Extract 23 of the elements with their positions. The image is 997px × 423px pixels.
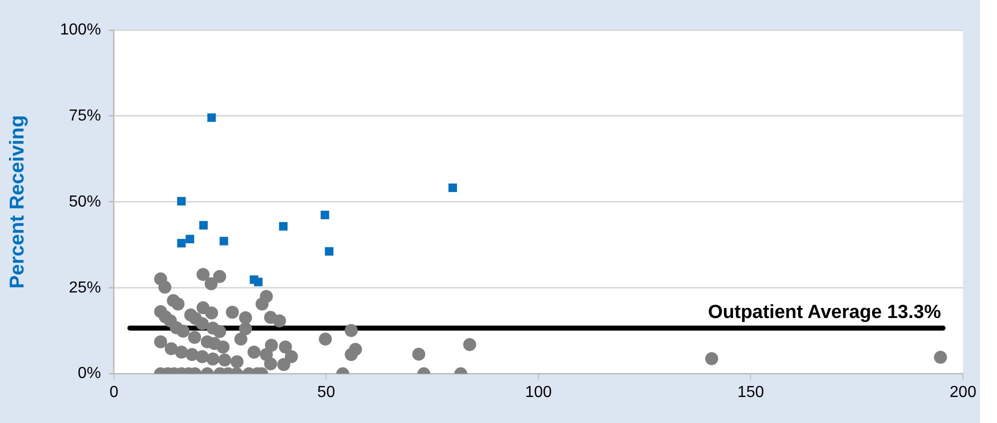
point	[207, 113, 216, 122]
y-tick-label: 25%	[68, 279, 101, 296]
y-tick-label: 75%	[68, 107, 101, 124]
x-tick-label: 0	[109, 384, 118, 401]
point	[186, 234, 194, 244]
x-tick-label: 50	[317, 384, 336, 401]
y-axis-title: Percent Receiving	[6, 115, 29, 289]
point	[220, 236, 228, 246]
ref-line-label: Outpatient Average 13.3%	[708, 302, 942, 323]
point	[254, 278, 263, 286]
point	[177, 238, 186, 248]
y-tick-label: 100%	[60, 21, 101, 38]
point	[199, 221, 208, 230]
y-tick-label: 0%	[78, 365, 101, 382]
point	[177, 196, 186, 206]
x-tick-label: 100	[525, 384, 552, 401]
point	[448, 184, 457, 192]
point	[279, 222, 288, 231]
point	[324, 247, 334, 256]
x-tick-label: 150	[737, 384, 764, 401]
x-tick-label: 200	[950, 384, 976, 401]
y-tick-label: 50%	[68, 193, 101, 210]
point	[320, 210, 330, 220]
